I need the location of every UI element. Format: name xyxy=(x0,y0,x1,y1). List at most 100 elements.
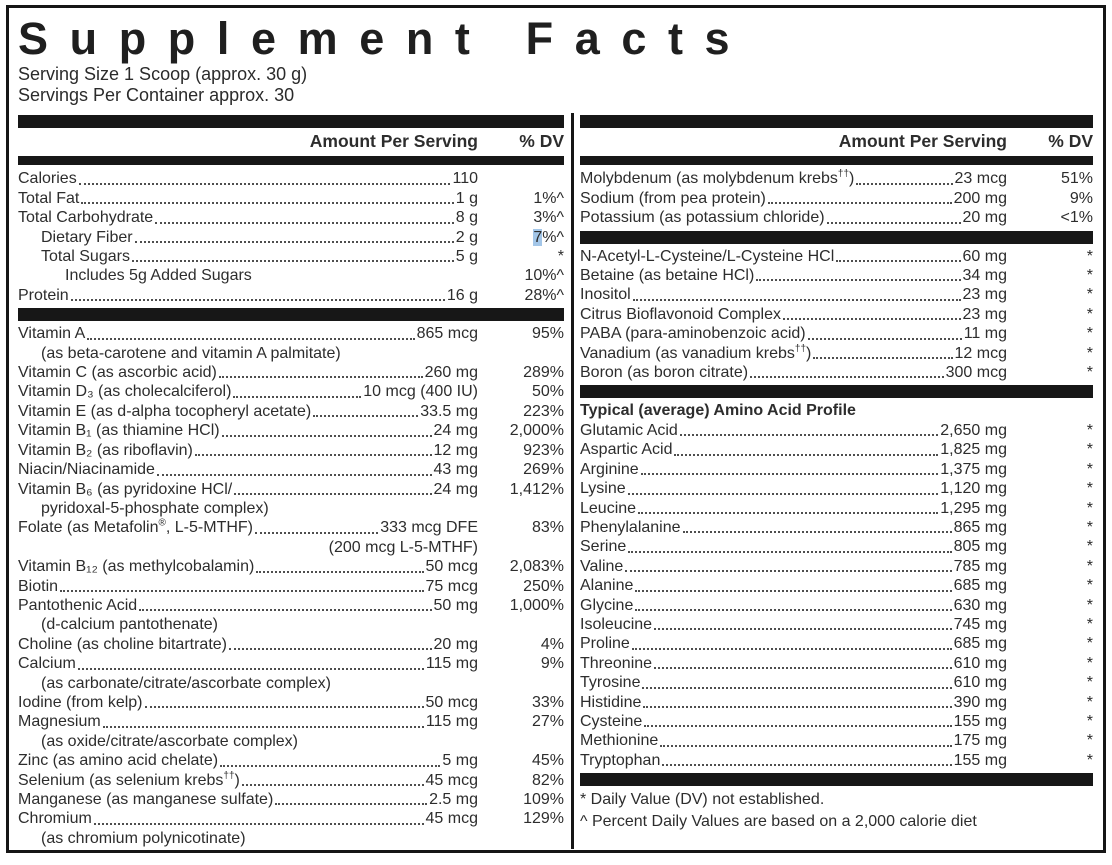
section-divider-bar xyxy=(580,385,1093,399)
nutrient-row: Folate (as Metafolin®, L-5-MTHF) 333 mcg … xyxy=(18,518,564,537)
nutrient-row-main: Lysine 1,120 mg xyxy=(580,479,1007,498)
nutrient-name: (as chromium polynicotinate) xyxy=(41,829,246,847)
nutrient-amount: 2 g xyxy=(455,228,478,246)
nutrient-dv: 1%^ xyxy=(533,189,564,207)
nutrient-row-main: Potassium (as potassium chloride) 20 mg xyxy=(580,208,1007,227)
nutrient-amount: 300 mcg xyxy=(945,364,1007,382)
nutrient-dv: * xyxy=(1086,499,1093,517)
nutrient-row-main: Vitamin B₁₂ (as methylcobalamin) 50 mcg xyxy=(18,557,478,576)
nutrient-row-main: Phenylalanine 865 mg xyxy=(580,518,1007,537)
nutrient-row: Citrus Bioflavonoid Complex 23 mg * xyxy=(580,305,1093,324)
nutrient-dv: * xyxy=(1086,693,1093,711)
nutrient-amount: 1,295 mg xyxy=(940,499,1007,517)
dotted-leader xyxy=(627,492,939,495)
nutrient-amount: 16 g xyxy=(446,286,478,304)
nutrient-name: Aspartic Acid xyxy=(580,441,673,459)
nutrient-amount: 390 mg xyxy=(953,693,1007,711)
nutrient-row-main: Pantothenic Acid 50 mg xyxy=(18,596,478,615)
nutrient-row: Biotin 75 mcg 250% xyxy=(18,577,564,596)
nutrient-row: Iodine (from kelp) 50 mcg 33% xyxy=(18,693,564,712)
nutrient-name: Dietary Fiber xyxy=(41,228,133,246)
nutrient-amount: 24 mg xyxy=(433,480,478,498)
dotted-leader xyxy=(78,182,451,185)
nutrient-name: Methionine xyxy=(580,732,659,750)
nutrient-row: Cysteine 155 mg * xyxy=(580,712,1093,731)
dotted-leader xyxy=(220,764,441,767)
section-divider-bar xyxy=(18,156,564,166)
nutrient-row: (as carbonate/citrate/ascorbate complex) xyxy=(18,674,564,693)
nutrient-row-main: Vitamin B₂ (as riboflavin) 12 mg xyxy=(18,441,478,460)
nutrient-row: Histidine 390 mg * xyxy=(580,693,1093,712)
nutrient-dv: 3%^ xyxy=(533,209,564,227)
dotted-leader xyxy=(638,511,939,514)
dotted-leader xyxy=(644,725,952,728)
left-column: Amount Per Serving% DV Calories 110 Total F… xyxy=(18,113,564,849)
nutrient-name: Vitamin D₃ (as cholecalciferol) xyxy=(18,383,232,401)
nutrient-row: Tyrosine 610 mg * xyxy=(580,673,1093,692)
nutrient-row-main: Total Sugars 5 g xyxy=(18,247,478,266)
nutrient-row-main: Threonine 610 mg xyxy=(580,654,1007,673)
nutrient-row-main: Histidine 390 mg xyxy=(580,693,1007,712)
nutrient-amount: 110 xyxy=(452,170,478,188)
nutrient-row-main: Betaine (as betaine HCl) 34 mg xyxy=(580,266,1007,285)
nutrient-dv: * xyxy=(1086,325,1093,343)
nutrient-name: Includes 5g Added Sugars xyxy=(65,267,252,285)
nutrient-name: Lysine xyxy=(580,480,626,498)
nutrient-row: Magnesium 115 mg 27% xyxy=(18,712,564,731)
nutrient-row-main: Protein 16 g xyxy=(18,286,478,305)
nutrient-name: Tyrosine xyxy=(580,674,641,692)
nutrient-amount: 8 g xyxy=(455,209,478,227)
nutrient-row-main: Isoleucine 745 mg xyxy=(580,615,1007,634)
nutrient-dv: 7%^ xyxy=(533,228,564,246)
nutrient-row: Vanadium (as vanadium krebs††) 12 mcg * xyxy=(580,344,1093,363)
dotted-leader xyxy=(194,454,432,457)
nutrient-dv: 2,000% xyxy=(509,422,564,440)
nutrient-row: Serine 805 mg * xyxy=(580,537,1093,556)
nutrient-row: Methionine 175 mg * xyxy=(580,731,1093,750)
dotted-leader xyxy=(93,822,424,825)
nutrient-name: Tryptophan xyxy=(580,751,661,769)
nutrient-name: Phenylalanine xyxy=(580,518,681,536)
nutrient-dv: 1,412% xyxy=(509,480,564,498)
nutrient-row: Aspartic Acid 1,825 mg * xyxy=(580,440,1093,459)
dotted-leader xyxy=(767,202,952,205)
nutrient-dv: 269% xyxy=(523,461,564,479)
nutrient-row-main: Biotin 75 mcg xyxy=(18,577,478,596)
nutrient-dv: * xyxy=(1086,712,1093,730)
nutrient-row-main: Alanine 685 mg xyxy=(580,576,1007,595)
nutrient-dv: 83% xyxy=(531,519,564,537)
section-divider-bar xyxy=(18,308,564,322)
dotted-leader xyxy=(660,744,952,747)
dotted-leader xyxy=(234,492,432,495)
nutrient-dv: * xyxy=(1086,751,1093,769)
nutrient-amount: 200 mg xyxy=(953,189,1007,207)
nutrient-dv: * xyxy=(1086,577,1093,595)
nutrient-row-main: Dietary Fiber 2 g xyxy=(18,228,478,247)
nutrient-amount: 610 mg xyxy=(953,674,1007,692)
nutrient-row: Calcium 115 mg 9% xyxy=(18,654,564,673)
column-divider xyxy=(571,113,574,850)
nutrient-amount: 23 mcg xyxy=(954,170,1007,188)
nutrient-amount: 1,375 mg xyxy=(940,460,1007,478)
nutrient-row-main: Arginine 1,375 mg xyxy=(580,460,1007,479)
nutrient-row-main: Inositol 23 mg xyxy=(580,285,1007,304)
nutrient-amount: 11 mg xyxy=(963,325,1007,343)
nutrient-name: Manganese (as manganese sulfate) xyxy=(18,791,274,808)
nutrient-dv: 45% xyxy=(531,752,564,770)
nutrient-dv: 4% xyxy=(540,635,564,653)
dotted-leader xyxy=(275,803,428,806)
nutrient-dv: <1% xyxy=(1060,209,1093,227)
dotted-leader xyxy=(628,550,952,553)
nutrient-row: Manganese (as manganese sulfate) 2.5 mg 10… xyxy=(18,790,564,809)
nutrient-section: * Daily Value (DV) not established. ^ Per… xyxy=(580,788,1093,834)
dotted-leader xyxy=(87,337,415,340)
dotted-leader xyxy=(156,473,432,476)
nutrient-amount: 865 mcg xyxy=(416,325,478,343)
dv-header: % DV xyxy=(1048,131,1093,151)
nutrient-dv: 250% xyxy=(523,577,564,595)
nutrient-name: Total Sugars xyxy=(41,248,130,266)
dotted-leader xyxy=(60,589,424,592)
nutrient-row: Vitamin B₁₂ (as methylcobalamin) 50 mcg 2,… xyxy=(18,557,564,576)
dotted-leader xyxy=(256,570,424,573)
section-divider-bar xyxy=(18,115,564,128)
